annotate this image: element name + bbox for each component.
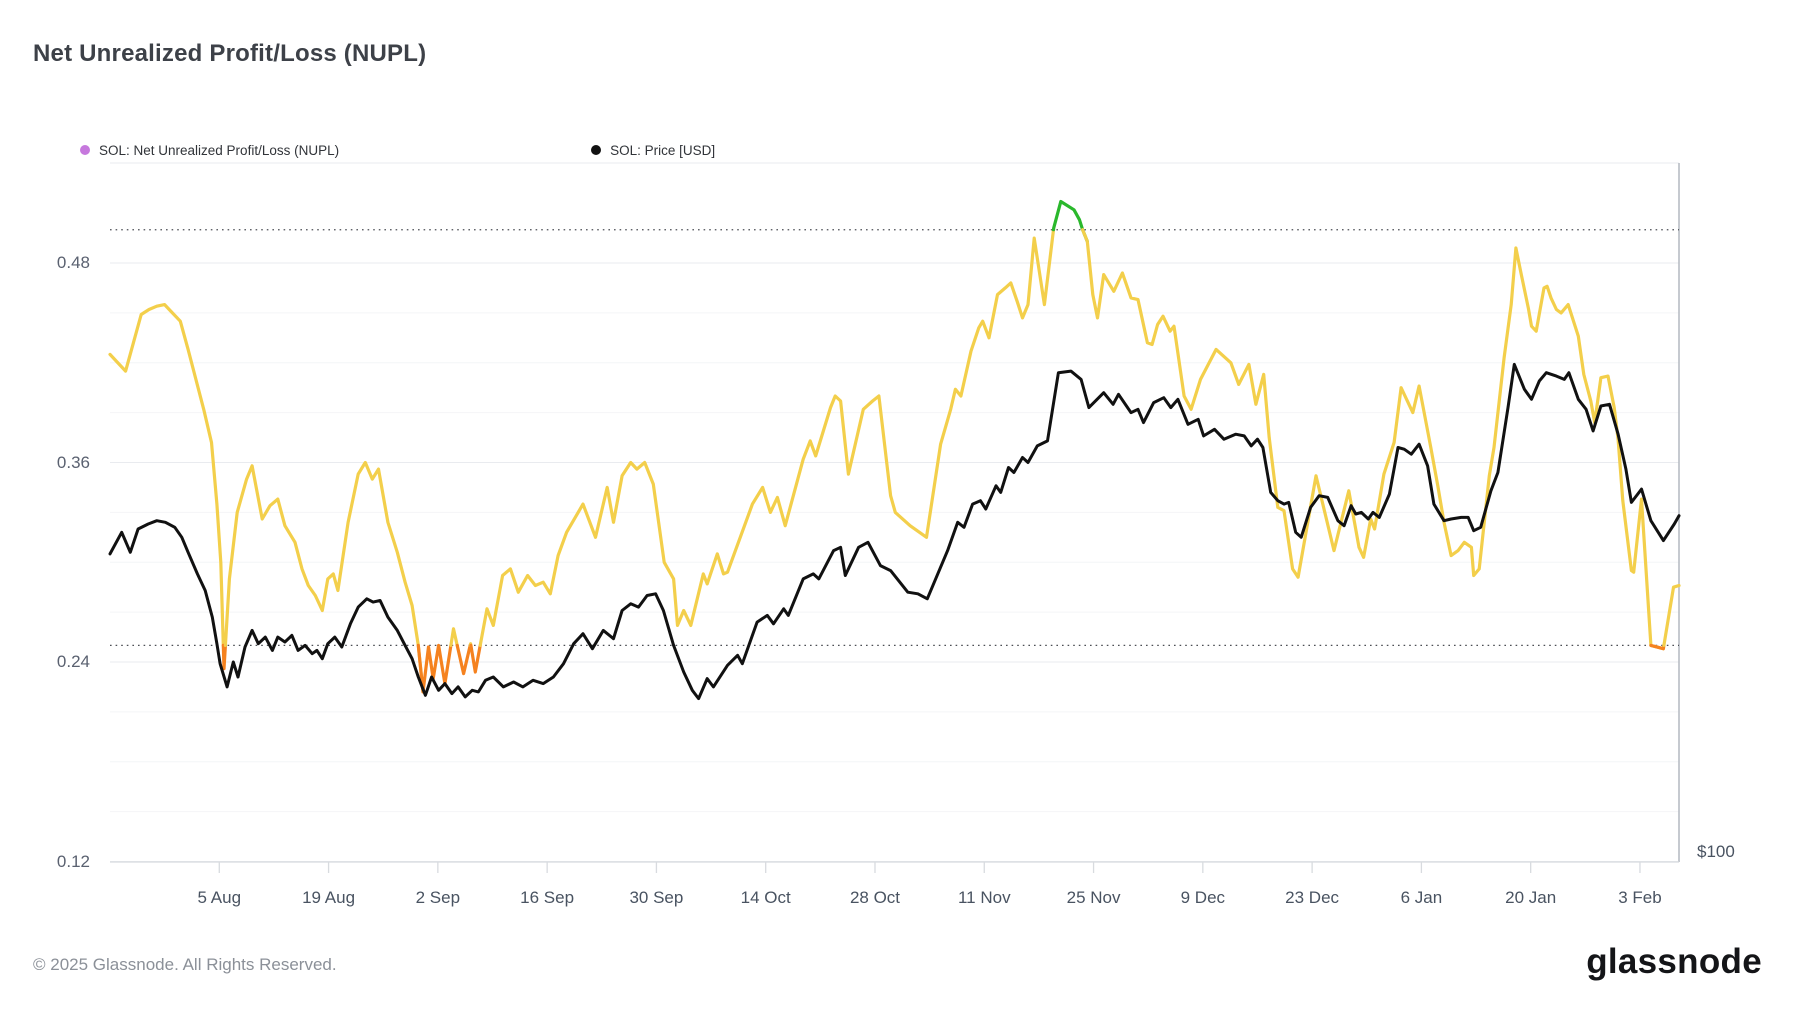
x-axis-tick-label: 20 Jan [1505,888,1557,907]
nupl-line-segment [221,643,227,671]
legend-dot-price-icon [591,145,602,155]
x-axis-tick-label: 2 Sep [415,888,461,907]
x-axis-tick-label: 30 Sep [629,888,684,907]
nupl-line-segment [108,303,225,648]
y-axis-tick-label: 0.48 [56,253,90,272]
x-axis-tick-label: 28 Oct [849,888,901,907]
nupl-line-segment [469,643,482,674]
legend-dot-nupl-icon [80,145,90,155]
nupl-line-segment [223,460,425,694]
nupl-line-segment [1051,199,1089,243]
legend-label-nupl: SOL: Net Unrealized Profit/Loss (NUPL) [99,142,340,158]
copyright-text: © 2025 Glassnode. All Rights Reserved. [33,955,337,974]
x-axis-tick-label: 23 Dec [1285,888,1340,907]
y-axis-tick-label: 0.36 [56,452,90,472]
x-axis-tick-label: 25 Nov [1066,888,1121,907]
legend-item-nupl[interactable]: SOL: Net Unrealized Profit/Loss (NUPL) [80,143,339,158]
y-axis-tick-label: 0.24 [56,652,90,671]
x-axis-tick-label: 3 Feb [1618,888,1662,907]
legend-item-price[interactable]: SOL: Price [USD] [591,143,715,158]
nupl-line-segment [455,643,472,676]
right-axis-price-label: $100 [1697,842,1735,861]
chart-legend: SOL: Net Unrealized Profit/Loss (NUPL) S… [80,141,715,159]
x-axis-tick-label: 11 Nov [957,888,1011,907]
x-axis-tick-label: 14 Oct [740,888,791,907]
y-axis-tick-label: 0.12 [56,851,90,871]
x-axis-tick-label: 6 Jan [1400,888,1443,907]
x-axis-tick-label: 9 Dec [1180,888,1226,907]
nupl-line-segment [449,627,459,648]
page-title: Net Unrealized Profit/Loss (NUPL) [33,40,427,67]
x-axis-tick-label: 19 Aug [302,888,356,907]
legend-label-price: SOL: Price [USD] [610,142,716,158]
glassnode-logo: glassnode [1586,942,1762,981]
price-line [108,362,1681,701]
nupl-line-segment [478,228,1056,648]
nupl-line-segment [1080,228,1666,651]
x-axis-tick-label: 5 Aug [197,888,242,907]
nupl-line-segment [1662,583,1681,648]
x-axis-tick-label: 16 Sep [520,888,575,907]
